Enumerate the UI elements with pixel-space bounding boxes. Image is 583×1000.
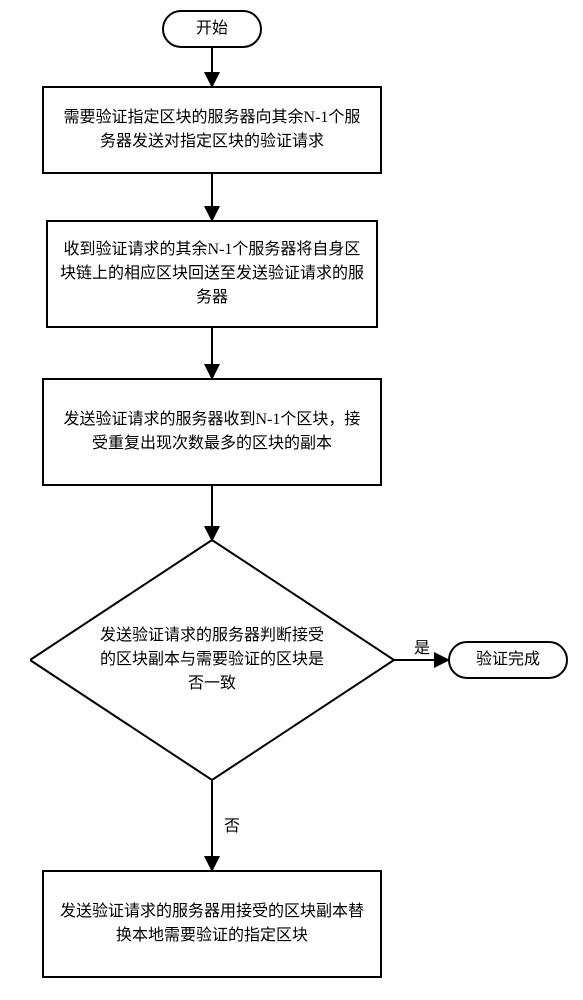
start-label: 开始 <box>196 17 228 41</box>
edge-label-no: 否 <box>222 812 242 836</box>
start-terminal: 开始 <box>162 10 262 48</box>
decision-compare-text: 发送验证请求的服务器判断接受的区块副本与需要验证的区块是否一致 <box>100 600 324 720</box>
process-return-blocks-text: 收到验证请求的其余N-1个服务器将自身区块链上的相应区块回送至发送验证请求的服务… <box>60 238 364 310</box>
process-replace-block: 发送验证请求的服务器用接受的区块副本替换本地需要验证的指定区块 <box>42 870 382 978</box>
done-label: 验证完成 <box>476 648 540 672</box>
decision-compare-label: 发送验证请求的服务器判断接受的区块副本与需要验证的区块是否一致 <box>100 624 324 696</box>
decision-compare: 发送验证请求的服务器判断接受的区块副本与需要验证的区块是否一致 <box>30 540 394 780</box>
process-replace-block-text: 发送验证请求的服务器用接受的区块副本替换本地需要验证的指定区块 <box>56 900 368 948</box>
process-send-request-text: 需要验证指定区块的服务器向其余N-1个服务器发送对指定区块的验证请求 <box>56 106 368 154</box>
process-return-blocks: 收到验证请求的其余N-1个服务器将自身区块链上的相应区块回送至发送验证请求的服务… <box>46 220 378 328</box>
done-terminal: 验证完成 <box>448 641 568 679</box>
process-accept-copy: 发送验证请求的服务器收到N-1个区块，接受重复出现次数最多的区块的副本 <box>42 378 382 486</box>
edge-label-yes: 是 <box>412 634 432 658</box>
process-send-request: 需要验证指定区块的服务器向其余N-1个服务器发送对指定区块的验证请求 <box>42 86 382 174</box>
process-accept-copy-text: 发送验证请求的服务器收到N-1个区块，接受重复出现次数最多的区块的副本 <box>56 408 368 456</box>
